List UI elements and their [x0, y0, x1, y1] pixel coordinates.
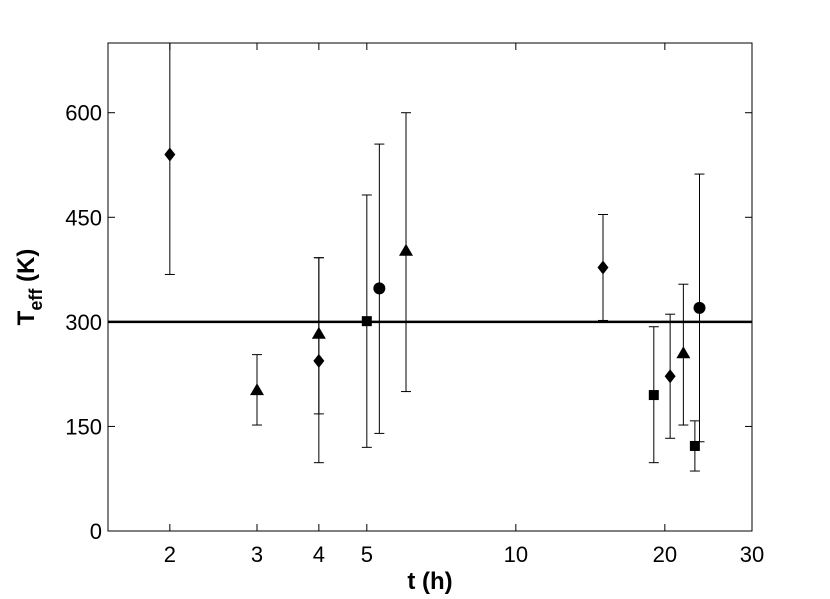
x-tick-label: 30	[740, 542, 764, 567]
y-tick-label: 600	[65, 101, 102, 126]
x-tick-label: 2	[164, 542, 176, 567]
y-axis-label: Teff (K)	[13, 249, 46, 326]
triangle-marker	[311, 326, 326, 339]
y-tick-label: 300	[65, 310, 102, 335]
plot-area-frame	[107, 42, 753, 532]
x-axis-label: t (h)	[407, 568, 452, 595]
diamond-marker	[664, 369, 676, 384]
square-marker	[361, 316, 372, 327]
y-tick-label: 450	[65, 205, 102, 230]
triangle-marker	[250, 383, 265, 396]
diamond-marker	[313, 353, 325, 368]
triangle-marker	[399, 243, 414, 256]
circle-marker	[693, 301, 706, 314]
diamond-marker	[164, 147, 176, 162]
circle-marker	[373, 282, 386, 295]
square-marker	[648, 390, 659, 401]
y-axis-label-main: T	[13, 310, 40, 325]
y-axis-label-unit: (K)	[13, 249, 40, 289]
x-tick-label: 5	[361, 542, 373, 567]
y-tick-label: 0	[90, 519, 102, 544]
diamond-marker	[597, 260, 609, 275]
marker-layer	[164, 147, 706, 451]
x-tick-label: 20	[653, 542, 677, 567]
x-tick-label: 4	[313, 542, 325, 567]
y-tick-label: 150	[65, 414, 102, 439]
y-axis-label-subscript: eff	[26, 288, 46, 311]
errorbar-layer	[164, 43, 705, 472]
x-tick-label: 10	[504, 542, 528, 567]
x-tick-label: 3	[251, 542, 263, 567]
square-marker	[689, 440, 700, 451]
triangle-marker	[676, 346, 691, 359]
